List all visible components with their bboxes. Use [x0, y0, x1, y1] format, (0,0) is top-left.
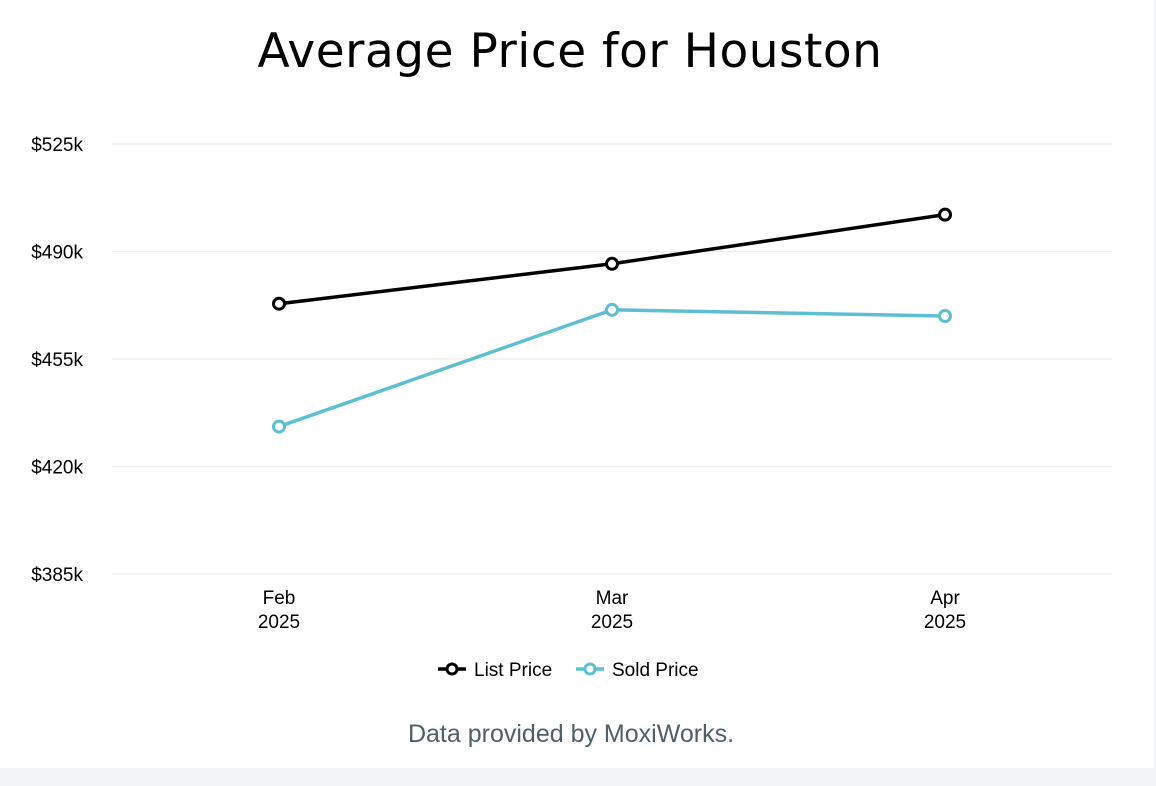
- legend-item: List Price: [438, 660, 552, 681]
- line-chart: $385k $420k $455k $490k $525k Feb 2025 Mar 2025…: [31, 135, 1112, 681]
- data-point: [938, 309, 952, 323]
- series-list-price: [272, 207, 952, 311]
- y-tick-label: $455k: [31, 350, 83, 371]
- x-tick-label: Feb: [263, 588, 296, 609]
- series-line: [277, 308, 947, 429]
- data-point: [605, 302, 619, 317]
- x-tick-label: Mar: [596, 588, 629, 609]
- series-sold-price: [272, 302, 952, 434]
- data-point: [938, 207, 952, 222]
- gridlines: [112, 143, 1112, 575]
- data-source-note: Data provided by MoxiWorks.: [407, 720, 735, 748]
- legend-label: List Price: [474, 660, 552, 681]
- y-tick-label: $490k: [31, 243, 83, 264]
- data-point: [605, 256, 619, 271]
- y-axis-ticks: $385k $420k $455k $490k $525k: [31, 135, 83, 586]
- legend-label: Sold Price: [612, 660, 699, 681]
- legend-swatch-marker: [583, 662, 597, 676]
- x-axis-ticks: Feb 2025 Mar 2025 Apr 2025: [258, 588, 966, 633]
- legend-swatch-marker: [445, 662, 459, 676]
- y-tick-label: $420k: [31, 458, 83, 479]
- legend-item: Sold Price: [576, 660, 699, 681]
- data-point: [272, 296, 286, 311]
- legend: List Price Sold Price: [438, 660, 699, 681]
- x-tick-label: 2025: [591, 612, 633, 633]
- chart-title: Average Price for Houston: [257, 24, 883, 79]
- data-point: [272, 419, 286, 434]
- y-tick-label: $525k: [31, 135, 83, 156]
- y-tick-label: $385k: [31, 565, 83, 586]
- x-tick-label: 2025: [258, 612, 300, 633]
- chart-card: Average Price for Houston $385k $420k $455…: [0, 0, 1154, 768]
- series-lines: [272, 207, 952, 434]
- x-tick-label: Apr: [930, 588, 960, 609]
- x-tick-label: 2025: [924, 612, 966, 633]
